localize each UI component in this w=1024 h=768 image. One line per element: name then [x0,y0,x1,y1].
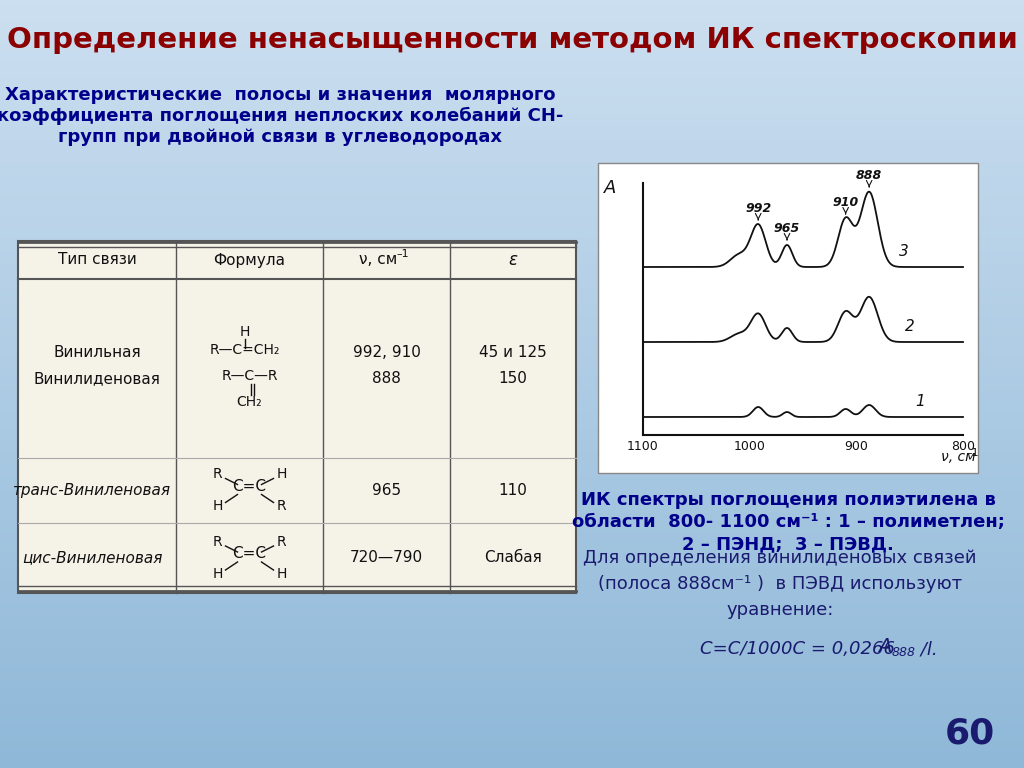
Text: Винильная: Винильная [53,345,141,360]
Text: (полоса 888см⁻¹ )  в ПЭВД используют: (полоса 888см⁻¹ ) в ПЭВД используют [598,575,963,593]
Text: Тип связи: Тип связи [57,253,136,267]
Text: 45 и 125: 45 и 125 [479,345,547,360]
Text: Для определения винилиденовых связей: Для определения винилиденовых связей [584,549,977,567]
Text: ν, см: ν, см [941,450,975,464]
Text: CH₂: CH₂ [237,396,262,409]
Text: С=С/1000С = 0,0266: С=С/1000С = 0,0266 [700,640,901,658]
Text: C=C: C=C [232,479,266,494]
FancyBboxPatch shape [598,163,978,473]
Text: 992, 910: 992, 910 [352,345,421,360]
Text: R: R [276,499,287,514]
Text: уравнение:: уравнение: [726,601,834,619]
Text: H: H [212,567,222,581]
Text: 1000: 1000 [734,441,766,453]
Text: Характеристические  полосы и значения  молярного
коэффициента поглощения неплоск: Характеристические полосы и значения мол… [0,86,563,146]
Text: 2: 2 [905,319,914,334]
Text: 965: 965 [774,222,800,235]
Text: 110: 110 [499,483,527,498]
Text: транс-Виниленовая: транс-Виниленовая [13,483,171,498]
Text: Определение ненасыщенности методом ИК спектроскопии: Определение ненасыщенности методом ИК сп… [6,26,1018,54]
Text: 1100: 1100 [627,441,658,453]
Text: R: R [213,468,222,482]
Text: 800: 800 [951,441,975,453]
Text: R—C=CH₂: R—C=CH₂ [209,343,280,357]
Text: 60: 60 [945,716,995,750]
Text: ИК спектры поглощения полиэтилена в: ИК спектры поглощения полиэтилена в [581,491,995,509]
Text: /l.: /l. [915,640,938,658]
Text: области  800- 1100 см⁻¹ : 1 – полиметлен;: области 800- 1100 см⁻¹ : 1 – полиметлен; [571,513,1005,531]
Text: H: H [240,326,250,339]
Text: H: H [212,499,222,514]
Text: 900: 900 [845,441,868,453]
Text: R: R [276,535,287,549]
Text: A: A [878,637,891,657]
FancyBboxPatch shape [18,241,575,593]
Text: 965: 965 [372,483,401,498]
Text: 888: 888 [892,647,916,660]
Text: 3: 3 [899,244,909,259]
Text: 888: 888 [372,371,401,386]
Text: 888: 888 [856,169,883,182]
Text: H: H [276,567,287,581]
Text: ε: ε [509,251,517,269]
Text: ν, см: ν, см [359,253,397,267]
Text: –1: –1 [396,249,409,259]
Text: H: H [276,468,287,482]
Text: 150: 150 [499,371,527,386]
Text: Формула: Формула [213,253,286,267]
Text: –1: –1 [967,448,979,458]
Text: цис-Виниленовая: цис-Виниленовая [22,551,162,565]
Text: A: A [604,179,616,197]
Text: 720—790: 720—790 [350,551,423,565]
Text: C=C: C=C [232,547,266,561]
Text: Слабая: Слабая [484,551,542,565]
Text: 1: 1 [915,394,926,409]
Text: Винилиденовая: Винилиденовая [34,371,161,386]
Text: R—C—R: R—C—R [221,369,278,383]
Text: R: R [213,535,222,549]
Text: 910: 910 [833,196,859,209]
Text: 2 – ПЭНД;  3 – ПЭВД.: 2 – ПЭНД; 3 – ПЭВД. [682,535,894,553]
Text: 992: 992 [745,202,771,215]
